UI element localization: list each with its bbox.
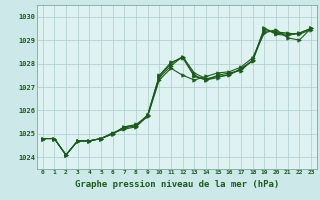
X-axis label: Graphe pression niveau de la mer (hPa): Graphe pression niveau de la mer (hPa) <box>75 180 279 189</box>
